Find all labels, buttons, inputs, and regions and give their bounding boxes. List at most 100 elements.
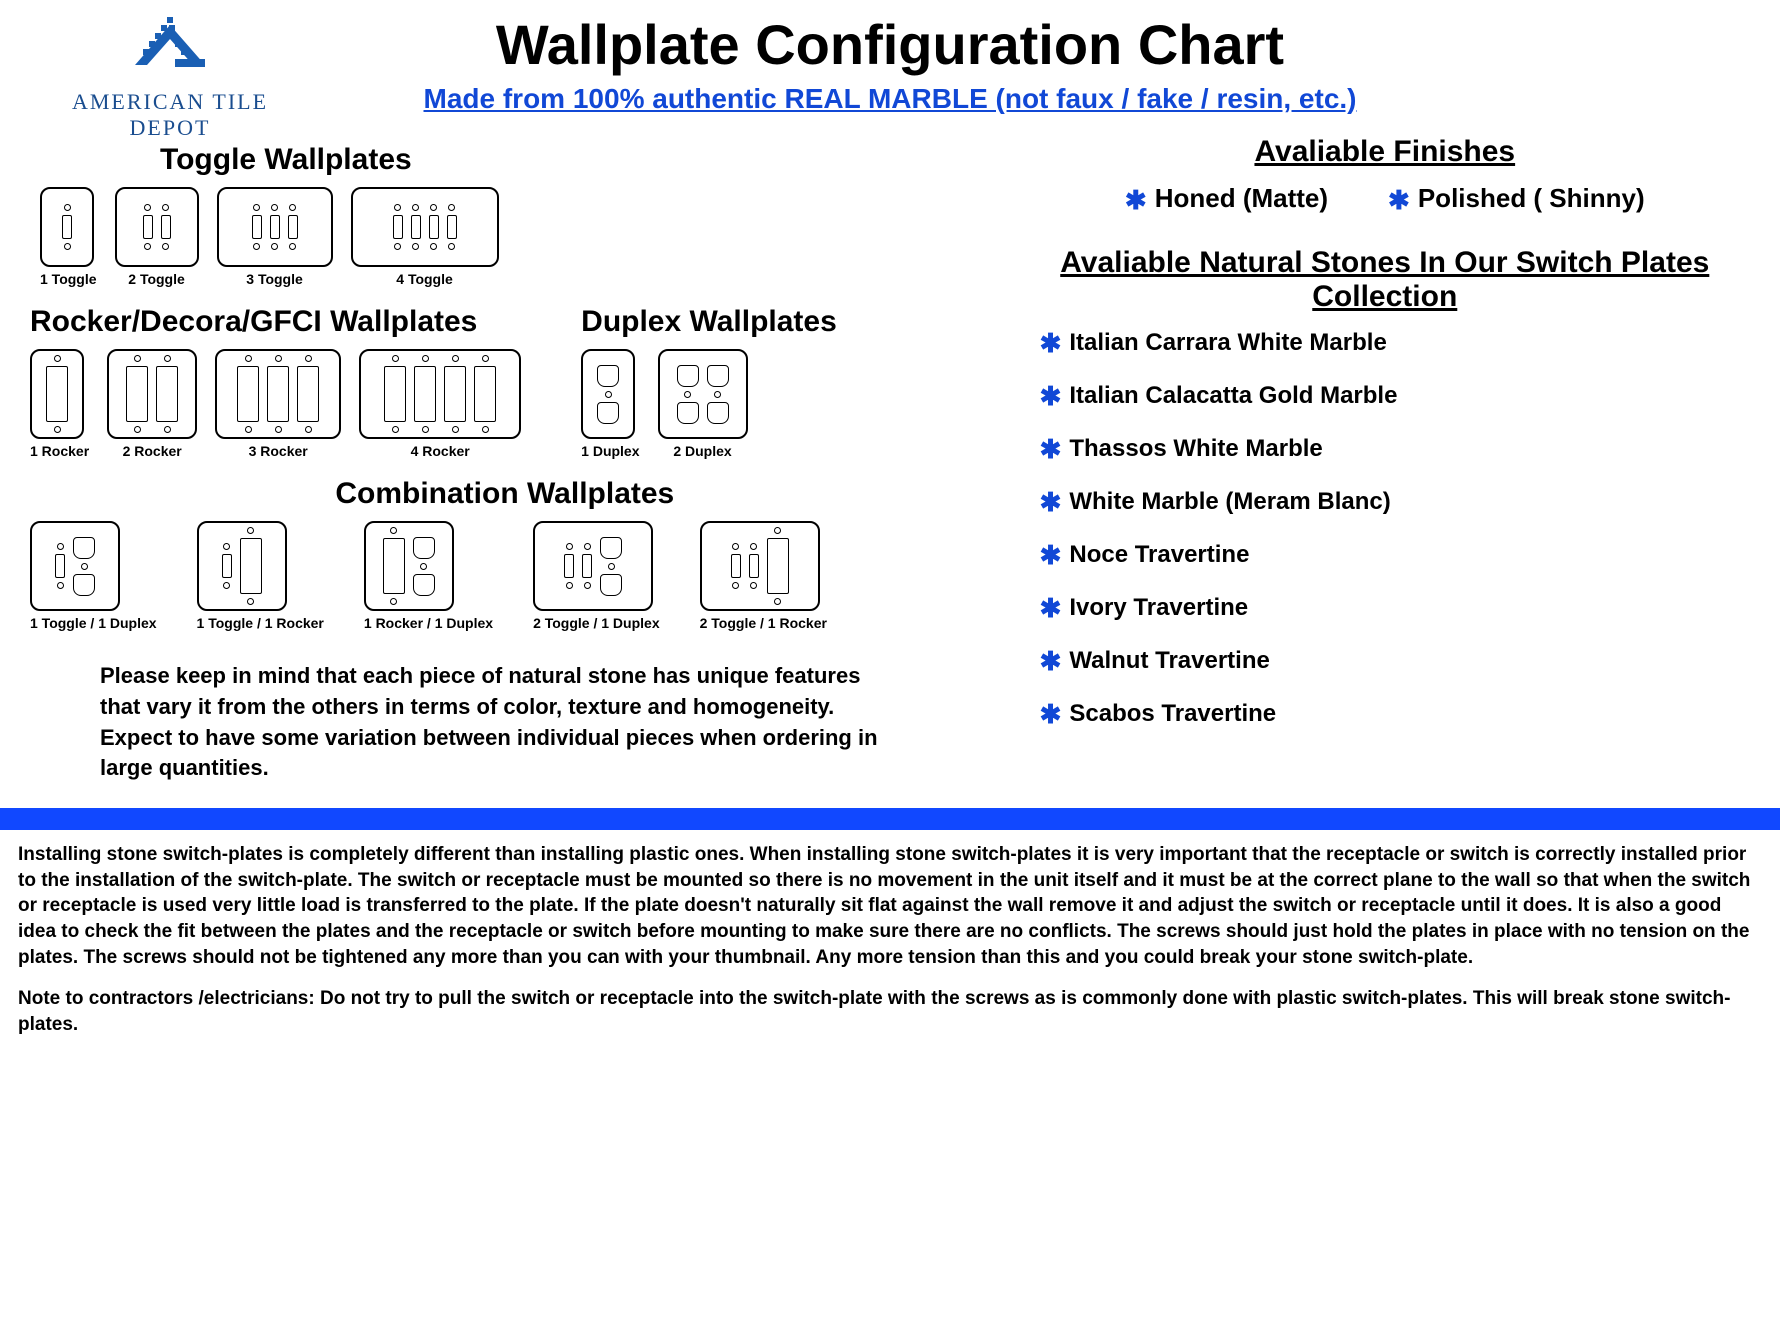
plate-label: 2 Duplex (658, 443, 748, 459)
plate-1duplex (581, 349, 635, 439)
stone-label: Italian Calacatta Gold Marble (1069, 382, 1397, 410)
plate-3toggle (217, 187, 333, 267)
plate-item: 3 Toggle (217, 187, 333, 287)
stone-label: Noce Travertine (1069, 541, 1249, 569)
stone-item: ✱White Marble (Meram Blanc) (1040, 487, 1750, 518)
toggle-row: 1 Toggle 2 Toggle 3 Toggle 4 Toggle (40, 187, 980, 287)
plate-item: 1 Toggle / 1 Rocker (197, 521, 324, 631)
plate-label: 3 Rocker (215, 443, 341, 459)
plate-label: 3 Toggle (217, 271, 333, 287)
plate-item: 1 Toggle (40, 187, 97, 287)
stone-item: ✱Ivory Travertine (1040, 593, 1750, 624)
rocker-section: Rocker/Decora/GFCI Wallplates 1 Rocker 2… (30, 297, 521, 469)
plate-label: 1 Rocker (30, 443, 89, 459)
stone-item: ✱Italian Carrara White Marble (1040, 328, 1750, 359)
plate-label: 1 Rocker / 1 Duplex (364, 615, 493, 631)
right-column: Avaliable Finishes ✱ Honed (Matte) ✱ Polis… (1010, 135, 1750, 784)
plate-1r1d (364, 521, 454, 611)
plate-label: 2 Rocker (107, 443, 197, 459)
plate-1t1r (197, 521, 287, 611)
star-icon: ✱ (1388, 185, 1410, 215)
stone-item: ✱Thassos White Marble (1040, 434, 1750, 465)
install-p2: Note to contractors /electricians: Do no… (18, 986, 1762, 1037)
plate-label: 2 Toggle / 1 Rocker (700, 615, 827, 631)
plate-2duplex (658, 349, 748, 439)
star-icon: ✱ (1040, 646, 1062, 677)
plate-label: 4 Toggle (351, 271, 499, 287)
star-icon: ✱ (1040, 381, 1062, 412)
plate-1t1d (30, 521, 120, 611)
rocker-duplex-row: Rocker/Decora/GFCI Wallplates 1 Rocker 2… (30, 297, 980, 469)
plate-1rocker (30, 349, 84, 439)
plate-3rocker (215, 349, 341, 439)
plate-label: 4 Rocker (359, 443, 521, 459)
combination-title: Combination Wallplates (30, 477, 980, 511)
plate-label: 2 Toggle / 1 Duplex (533, 615, 660, 631)
plate-label: 2 Toggle (115, 271, 199, 287)
divider-bar (0, 808, 1780, 830)
header: AMERICAN TILE DEPOT Wallplate Configurat… (0, 0, 1780, 115)
stone-label: Ivory Travertine (1069, 594, 1248, 622)
toggle-section: Toggle Wallplates 1 Toggle 2 Toggle 3 To… (30, 143, 980, 287)
plate-item: 3 Rocker (215, 349, 341, 459)
combination-row: 1 Toggle / 1 Duplex 1 Toggle / 1 Rocker … (30, 521, 980, 631)
plate-item: 1 Duplex (581, 349, 639, 459)
plate-item: 1 Toggle / 1 Duplex (30, 521, 157, 631)
brand-name: AMERICAN TILE DEPOT (40, 89, 300, 141)
rocker-row: 1 Rocker 2 Rocker 3 Rocker 4 Rocker (30, 349, 521, 459)
finish-item: ✱ Polished ( Shinny) (1388, 183, 1645, 216)
plate-2t1d (533, 521, 653, 611)
plate-item: 1 Rocker / 1 Duplex (364, 521, 493, 631)
star-icon: ✱ (1040, 328, 1062, 359)
finishes-row: ✱ Honed (Matte) ✱ Polished ( Shinny) (1020, 183, 1750, 216)
plate-item: 2 Duplex (658, 349, 748, 459)
main: Toggle Wallplates 1 Toggle 2 Toggle 3 To… (0, 115, 1780, 784)
plate-label: 1 Toggle / 1 Duplex (30, 615, 157, 631)
stone-label: Scabos Travertine (1069, 700, 1276, 728)
plate-2rocker (107, 349, 197, 439)
plate-item: 2 Toggle / 1 Rocker (700, 521, 827, 631)
duplex-section: Duplex Wallplates 1 Duplex 2 Duplex (581, 297, 837, 469)
plate-item: 1 Rocker (30, 349, 89, 459)
disclaimer-text: Please keep in mind that each piece of n… (100, 661, 880, 784)
plate-item: 2 Toggle (115, 187, 199, 287)
plate-item: 2 Rocker (107, 349, 197, 459)
stone-label: Thassos White Marble (1069, 435, 1322, 463)
star-icon: ✱ (1040, 434, 1062, 465)
stone-label: White Marble (Meram Blanc) (1069, 488, 1390, 516)
star-icon: ✱ (1040, 593, 1062, 624)
brand-logo: AMERICAN TILE DEPOT (40, 15, 300, 141)
finish-item: ✱ Honed (Matte) (1125, 183, 1328, 216)
finish-label: Honed (Matte) (1155, 183, 1328, 213)
finishes-title: Avaliable Finishes (1020, 135, 1750, 169)
plate-2toggle (115, 187, 199, 267)
plate-label: 1 Toggle / 1 Rocker (197, 615, 324, 631)
duplex-row: 1 Duplex 2 Duplex (581, 349, 837, 459)
finish-label: Polished ( Shinny) (1418, 183, 1645, 213)
plate-4toggle (351, 187, 499, 267)
duplex-title: Duplex Wallplates (581, 305, 837, 339)
left-column: Toggle Wallplates 1 Toggle 2 Toggle 3 To… (30, 135, 980, 784)
star-icon: ✱ (1040, 487, 1062, 518)
plate-1toggle (40, 187, 94, 267)
plate-4rocker (359, 349, 521, 439)
star-icon: ✱ (1040, 699, 1062, 730)
star-icon: ✱ (1040, 540, 1062, 571)
stone-label: Walnut Travertine (1069, 647, 1269, 675)
stone-item: ✱Scabos Travertine (1040, 699, 1750, 730)
plate-2t1r (700, 521, 820, 611)
plate-label: 1 Toggle (40, 271, 97, 287)
toggle-title: Toggle Wallplates (160, 143, 980, 177)
plate-label: 1 Duplex (581, 443, 639, 459)
plate-item: 2 Toggle / 1 Duplex (533, 521, 660, 631)
install-p1: Installing stone switch-plates is comple… (18, 842, 1762, 970)
stone-item: ✱Walnut Travertine (1040, 646, 1750, 677)
stones-list: ✱Italian Carrara White Marble ✱Italian C… (1020, 328, 1750, 730)
plate-item: 4 Rocker (359, 349, 521, 459)
stones-title: Avaliable Natural Stones In Our Switch P… (1020, 246, 1750, 314)
stone-item: ✱Noce Travertine (1040, 540, 1750, 571)
rocker-title: Rocker/Decora/GFCI Wallplates (30, 305, 521, 339)
star-icon: ✱ (1125, 185, 1147, 215)
logo-icon (125, 15, 215, 85)
combination-section: Combination Wallplates 1 Toggle / 1 Dupl… (30, 477, 980, 631)
